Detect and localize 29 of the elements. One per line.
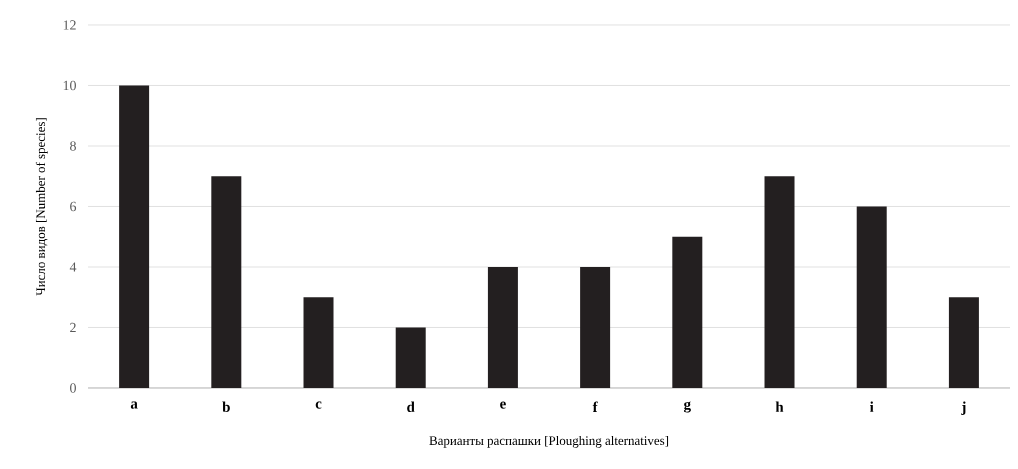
x-tick-label: j [961,401,966,416]
x-tick-label: f [592,401,598,413]
y-tick-label: 0 [70,383,76,393]
y-tick-label: 12 [63,20,76,30]
y-tick-label: 2 [70,322,76,333]
x-tick-label: e [500,401,506,409]
x-tick-label: c [315,401,322,409]
x-tick-label: g [683,401,691,413]
bar [211,176,242,388]
bar [856,206,887,388]
x-tick-label: d [407,401,415,413]
x-tick-label: b [222,401,230,413]
bar [672,236,703,388]
y-tick-label: 8 [70,141,76,151]
y-axis-title: Число видов [Number of species] [35,118,48,296]
bar [303,297,334,388]
bar [119,85,150,388]
bar [948,297,979,388]
bar [580,266,611,388]
x-axis-title: Варианты распашки [Ploughing alternatives] [429,435,669,448]
bar [487,266,518,388]
y-tick-label: 10 [63,80,76,91]
x-tick-label: i [869,401,874,412]
bar [395,327,426,388]
x-tick-label: h [775,401,784,412]
y-tick-label: 4 [69,262,77,272]
bar [764,176,795,388]
y-tick-label: 6 [70,201,77,212]
x-tick-label: a [130,401,138,409]
